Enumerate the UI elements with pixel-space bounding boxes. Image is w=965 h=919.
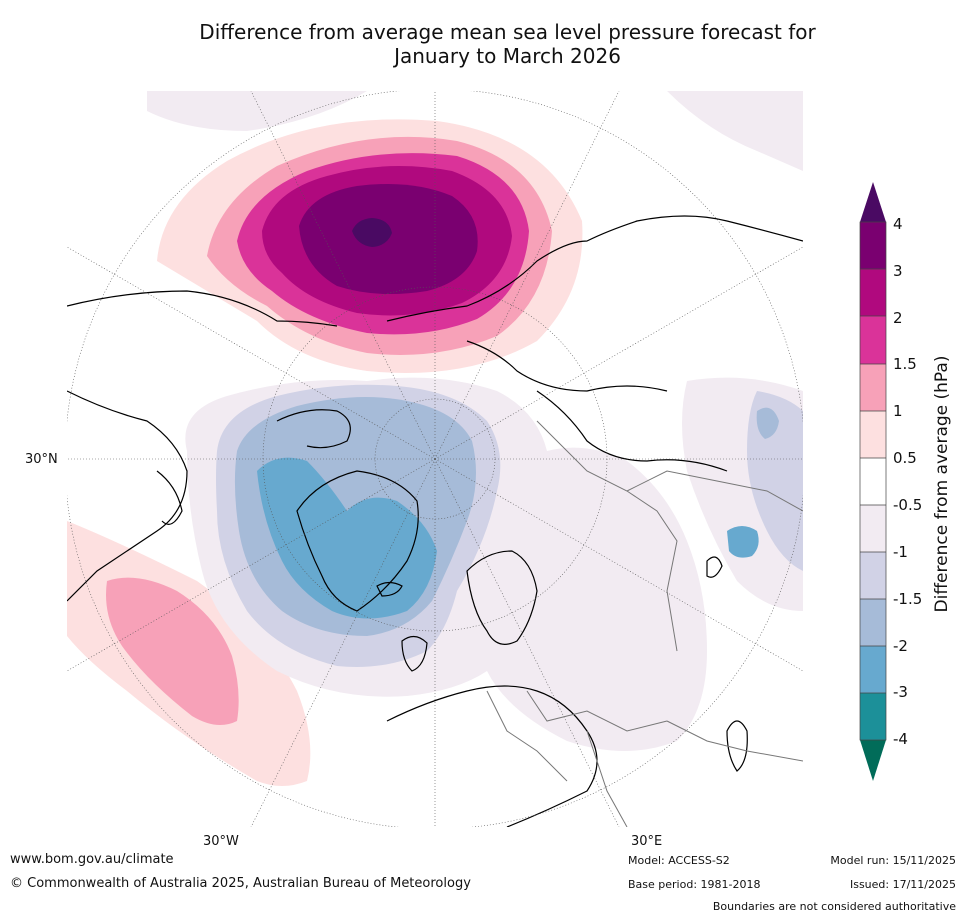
anomaly-minus-1-siberia — [747, 391, 803, 571]
chart-title: Difference from average mean sea level p… — [120, 20, 895, 68]
legend-tick-minus-0-5: -0.5 — [893, 496, 923, 514]
colorbar-outline — [859, 221, 887, 741]
coast-alaska — [67, 290, 338, 327]
legend-tick-0-5: 0.5 — [893, 449, 917, 467]
anomaly-minus-2-small-patch — [727, 526, 759, 558]
legend-tick-minus-4: -4 — [893, 730, 908, 748]
legend-tick-1: 1 — [893, 402, 903, 420]
legend-tick-2: 2 — [893, 309, 903, 327]
footer-issued: Issued: 17/11/2025 — [849, 878, 956, 891]
legend-tick-1-5: 1.5 — [893, 355, 917, 373]
coast-asia-pacific — [386, 215, 803, 322]
coast-siberia-north — [466, 340, 668, 392]
colorbar-segment-1-1-5 — [860, 364, 886, 411]
meridian-150e — [434, 91, 620, 460]
footer-base-period: Base period: 1981-2018 — [628, 878, 761, 891]
graticule — [67, 91, 803, 827]
anomaly-minus-1-5-patch — [756, 407, 779, 439]
footer-disclaimer: Boundaries are not considered authoritat… — [712, 900, 956, 913]
label-30e: 30°E — [631, 834, 663, 849]
legend-tick-minus-3: -3 — [893, 683, 908, 701]
footer-copyright: © Commonwealth of Australia 2025, Austra… — [10, 876, 471, 891]
footer-model-run: Model run: 15/11/2025 — [830, 854, 956, 867]
coast-canada — [67, 390, 188, 602]
coast-iceland — [376, 581, 403, 597]
positive-area-far-pacific — [667, 91, 803, 171]
anomaly-above-4-pacific — [352, 218, 392, 247]
country-borders — [486, 420, 803, 827]
legend-tick-4: 4 — [893, 215, 903, 233]
polar-map — [67, 91, 803, 827]
meridian-150w — [250, 91, 436, 460]
legend-title: Difference from average (hPa) — [932, 355, 952, 613]
footer-model: Model: ACCESS-S2 — [628, 854, 730, 867]
coast-russia-arctic — [536, 390, 728, 472]
legend-tick-minus-1-5: -1.5 — [893, 590, 923, 608]
colorbar-segment-neutral — [860, 458, 886, 505]
legend-tick-3: 3 — [893, 262, 903, 280]
label-30w: 30°W — [203, 834, 239, 849]
legend-tick-minus-2: -2 — [893, 637, 908, 655]
anomaly-minus-2-to-minus-3-arctic — [257, 457, 437, 619]
coastlines — [67, 215, 803, 827]
meridian-30e — [434, 458, 620, 827]
coast-europe — [386, 685, 598, 827]
coast-canadian-archipelago — [276, 409, 351, 449]
coast-greenland — [296, 470, 419, 612]
colorbar-segment-minus-2-minus-1-5 — [860, 599, 886, 646]
colorbar-segment-above-4 — [860, 182, 886, 222]
colorbar-segment-2-3 — [860, 269, 886, 316]
colorbar-segment-0-5-1 — [860, 411, 886, 458]
legend-tick-minus-1: -1 — [893, 543, 908, 561]
label-30n: 30°N — [25, 452, 58, 467]
title-line-1: Difference from average mean sea level p… — [199, 20, 816, 44]
coast-caspian — [726, 720, 748, 772]
footer-website[interactable]: www.bom.gov.au/climate — [10, 852, 174, 867]
colorbar-segment-minus-3-minus-2 — [860, 646, 886, 693]
coast-scandinavia — [466, 550, 538, 645]
colorbar-segment-minus-4-minus-3 — [860, 693, 886, 740]
map-svg — [67, 91, 803, 827]
light-positive-top-left — [147, 91, 367, 131]
colorbar-segment-below-minus-4 — [860, 740, 886, 781]
colorbar — [859, 182, 887, 781]
coast-uk — [401, 635, 428, 672]
colorbar-segment-minus-1-minus-0-5 — [860, 505, 886, 552]
colorbar-dividers — [860, 268, 886, 694]
meridian-30w — [250, 458, 436, 827]
title-line-2: January to March 2026 — [394, 44, 621, 68]
coast-hudson-bay — [156, 470, 183, 525]
colorbar-segment-1-5-2 — [860, 316, 886, 364]
colorbar-segment-3-4 — [860, 222, 886, 269]
anomaly-1-to-1-5-atlantic — [106, 577, 239, 725]
coast-baikal — [706, 556, 723, 578]
colorbar-segment-minus-1-5-minus-1 — [860, 552, 886, 599]
